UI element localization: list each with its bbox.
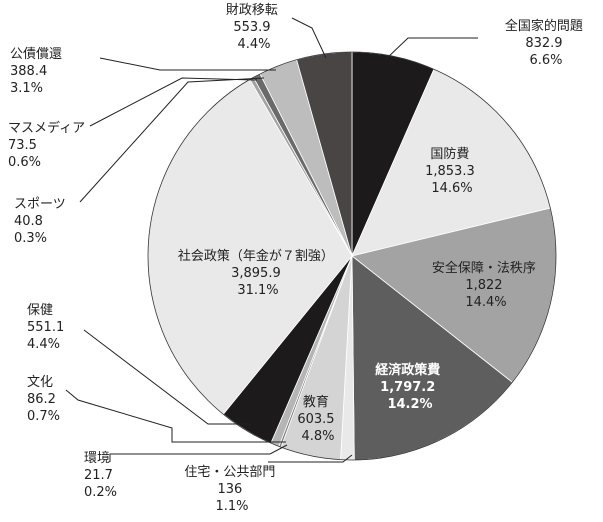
pie-outline xyxy=(147,51,557,461)
label-debt: 公債償還 388.4 3.1% xyxy=(10,47,66,96)
label-education: 教育 603.5 4.8% xyxy=(297,394,338,444)
label-social: 社会政策（年金が７割強） 3,895.9 31.1% xyxy=(178,248,338,298)
leader-housing xyxy=(268,454,353,463)
leader-national xyxy=(384,37,478,61)
label-defense: 国防費 1,853.3 14.6% xyxy=(425,146,479,196)
leader-debt xyxy=(99,57,276,71)
slice-labels: 全国家的問題 832.9 6.6% 国防費 1,853.3 14.6% 安全保障… xyxy=(8,3,587,514)
label-health: 保健 551.1 4.4% xyxy=(27,303,68,352)
leader-culture xyxy=(65,389,286,443)
label-security: 安全保障・法秩序 1,822 14.4% xyxy=(432,260,540,310)
label-housing: 住宅・公共部門 136 1.1% xyxy=(184,465,279,514)
leader-health xyxy=(83,329,250,425)
pie-slices xyxy=(147,51,557,461)
leader-lines xyxy=(65,17,478,463)
leader-transfer xyxy=(291,17,327,59)
label-economy: 経済政策費 1,797.2 14.2% xyxy=(375,362,445,412)
label-environment: 環境 21.7 0.2% xyxy=(84,451,117,500)
label-culture: 文化 86.2 0.7% xyxy=(27,375,60,424)
label-media: マスメディア 73.5 0.6% xyxy=(8,120,89,170)
leader-environment xyxy=(109,444,288,462)
label-sports: スポーツ 40.8 0.3% xyxy=(14,197,70,246)
label-national: 全国家的問題 832.9 6.6% xyxy=(505,18,587,68)
leader-media xyxy=(89,77,258,127)
label-transfer: 財政移転 553.9 4.4% xyxy=(226,3,282,52)
